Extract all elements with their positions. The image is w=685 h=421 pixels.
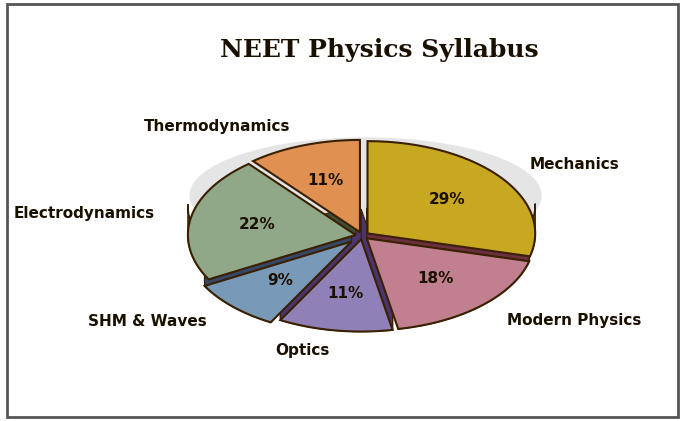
Text: Optics: Optics [275, 343, 329, 358]
Polygon shape [280, 239, 393, 331]
Title: NEET Physics Syllabus: NEET Physics Syllabus [220, 38, 538, 62]
Polygon shape [366, 238, 530, 329]
Text: 11%: 11% [327, 286, 364, 301]
Polygon shape [209, 205, 356, 280]
Text: Modern Physics: Modern Physics [507, 313, 641, 328]
Polygon shape [205, 211, 351, 286]
Polygon shape [361, 209, 393, 330]
Polygon shape [530, 204, 535, 256]
Text: Electrodynamics: Electrodynamics [14, 206, 155, 221]
Polygon shape [366, 208, 398, 329]
Polygon shape [280, 209, 361, 320]
Polygon shape [398, 231, 530, 329]
Text: Mechanics: Mechanics [530, 157, 619, 172]
Polygon shape [205, 256, 271, 322]
Text: 9%: 9% [267, 273, 293, 288]
Polygon shape [280, 290, 393, 331]
Text: 29%: 29% [429, 192, 465, 207]
Text: 22%: 22% [238, 217, 275, 232]
Text: SHM & Waves: SHM & Waves [88, 314, 207, 329]
Polygon shape [188, 164, 356, 280]
Polygon shape [366, 208, 530, 261]
Text: 18%: 18% [417, 271, 454, 286]
Polygon shape [271, 211, 351, 322]
Polygon shape [188, 204, 209, 280]
Polygon shape [205, 242, 351, 322]
Polygon shape [368, 141, 535, 256]
Ellipse shape [190, 137, 542, 253]
Text: Thermodynamics: Thermodynamics [144, 119, 290, 134]
Polygon shape [253, 140, 360, 232]
Text: 11%: 11% [308, 173, 344, 188]
Polygon shape [368, 203, 530, 256]
